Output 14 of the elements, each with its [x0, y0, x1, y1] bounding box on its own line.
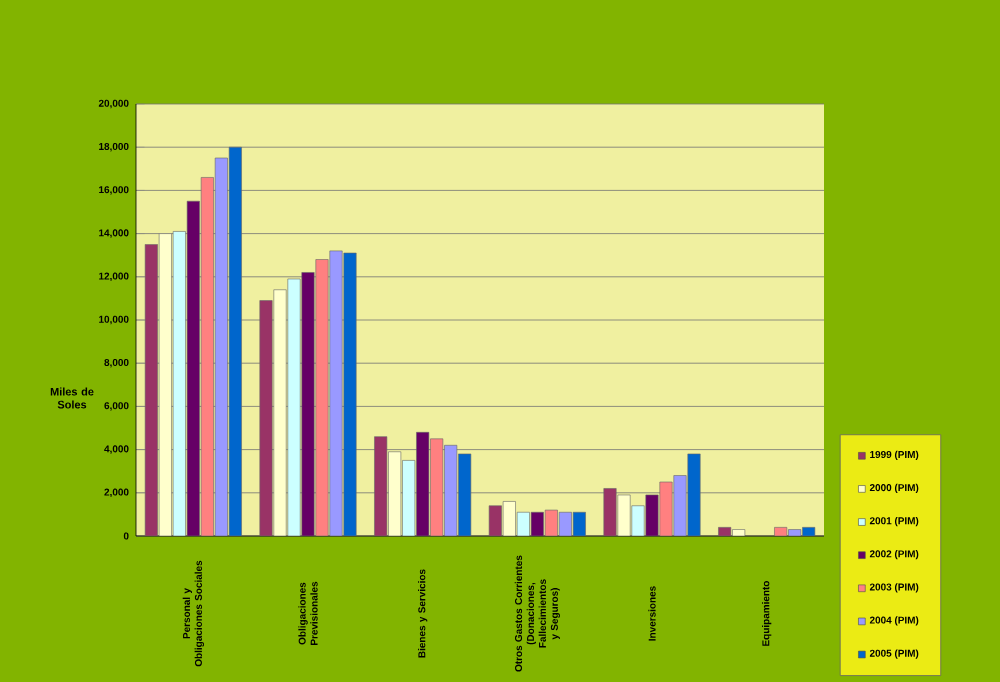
bar [287, 278, 301, 536]
bar [603, 488, 617, 536]
bar [645, 494, 659, 536]
bar [617, 494, 631, 536]
bar [659, 481, 673, 536]
bar [673, 475, 687, 536]
bar [273, 289, 287, 536]
bar [343, 252, 357, 536]
bar [259, 300, 273, 536]
bar [315, 259, 329, 536]
bar [687, 453, 701, 536]
bar [631, 505, 645, 536]
bar [301, 272, 315, 536]
bar [329, 250, 343, 536]
